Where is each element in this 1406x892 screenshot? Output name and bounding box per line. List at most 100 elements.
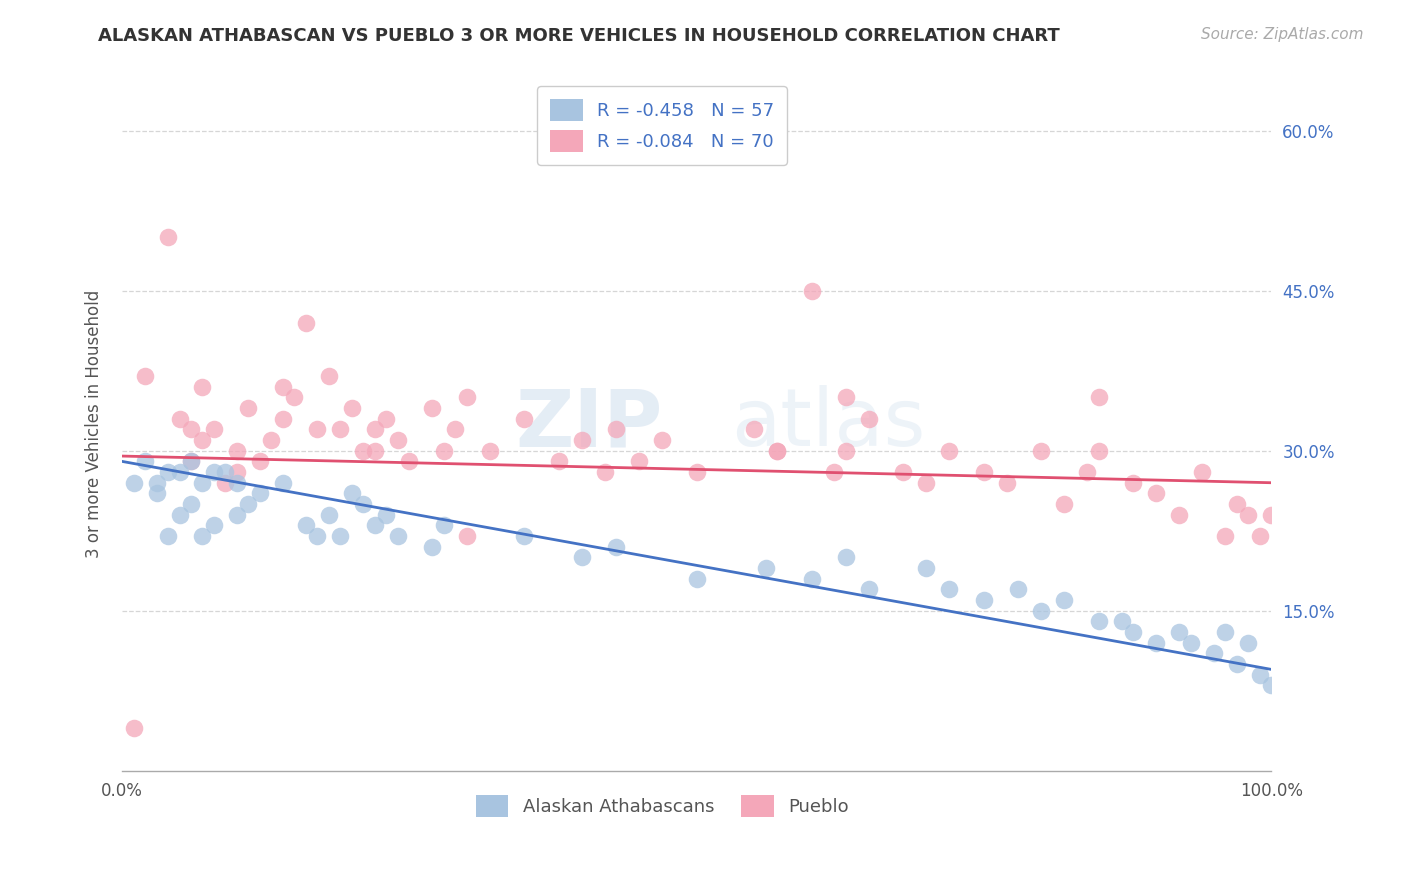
Point bbox=[180, 497, 202, 511]
Point bbox=[456, 391, 478, 405]
Point bbox=[824, 465, 846, 479]
Point bbox=[754, 561, 776, 575]
Point bbox=[352, 443, 374, 458]
Point bbox=[571, 433, 593, 447]
Point bbox=[169, 508, 191, 522]
Point bbox=[995, 475, 1018, 490]
Point bbox=[295, 518, 318, 533]
Point bbox=[1237, 508, 1260, 522]
Point bbox=[1213, 529, 1236, 543]
Point bbox=[134, 454, 156, 468]
Point bbox=[858, 582, 880, 597]
Point bbox=[605, 540, 627, 554]
Point bbox=[191, 380, 214, 394]
Point bbox=[249, 454, 271, 468]
Point bbox=[593, 465, 616, 479]
Point bbox=[1087, 443, 1109, 458]
Point bbox=[835, 550, 858, 565]
Point bbox=[742, 422, 765, 436]
Point bbox=[1087, 615, 1109, 629]
Text: atlas: atlas bbox=[731, 385, 925, 463]
Point bbox=[122, 721, 145, 735]
Point bbox=[915, 475, 938, 490]
Point bbox=[800, 284, 823, 298]
Point bbox=[1053, 497, 1076, 511]
Point bbox=[283, 391, 305, 405]
Point bbox=[202, 518, 225, 533]
Point bbox=[191, 529, 214, 543]
Point bbox=[513, 529, 536, 543]
Point bbox=[375, 411, 398, 425]
Point bbox=[329, 422, 352, 436]
Point bbox=[571, 550, 593, 565]
Point bbox=[145, 475, 167, 490]
Point bbox=[318, 369, 340, 384]
Point bbox=[1111, 615, 1133, 629]
Point bbox=[893, 465, 915, 479]
Text: ZIP: ZIP bbox=[515, 385, 662, 463]
Point bbox=[973, 593, 995, 607]
Point bbox=[1260, 678, 1282, 692]
Point bbox=[1226, 657, 1249, 671]
Point bbox=[352, 497, 374, 511]
Point bbox=[858, 411, 880, 425]
Point bbox=[214, 475, 236, 490]
Point bbox=[1087, 391, 1109, 405]
Point bbox=[202, 422, 225, 436]
Point bbox=[226, 443, 249, 458]
Point bbox=[307, 529, 329, 543]
Text: Source: ZipAtlas.com: Source: ZipAtlas.com bbox=[1201, 27, 1364, 42]
Point bbox=[1053, 593, 1076, 607]
Point bbox=[1191, 465, 1213, 479]
Point bbox=[387, 529, 409, 543]
Point bbox=[387, 433, 409, 447]
Point bbox=[329, 529, 352, 543]
Point bbox=[1180, 636, 1202, 650]
Point bbox=[271, 475, 294, 490]
Point bbox=[1144, 636, 1167, 650]
Point bbox=[226, 465, 249, 479]
Point bbox=[398, 454, 420, 468]
Point bbox=[318, 508, 340, 522]
Point bbox=[433, 518, 456, 533]
Point bbox=[1144, 486, 1167, 500]
Point bbox=[364, 443, 387, 458]
Point bbox=[134, 369, 156, 384]
Point bbox=[340, 401, 363, 415]
Point bbox=[800, 572, 823, 586]
Point bbox=[375, 508, 398, 522]
Point bbox=[938, 582, 960, 597]
Point bbox=[420, 401, 443, 415]
Point bbox=[1226, 497, 1249, 511]
Point bbox=[1031, 604, 1053, 618]
Point bbox=[180, 454, 202, 468]
Point bbox=[260, 433, 283, 447]
Point bbox=[420, 540, 443, 554]
Point bbox=[226, 475, 249, 490]
Point bbox=[1031, 443, 1053, 458]
Point bbox=[307, 422, 329, 436]
Point bbox=[156, 230, 179, 244]
Point bbox=[180, 422, 202, 436]
Point bbox=[605, 422, 627, 436]
Legend: Alaskan Athabascans, Pueblo: Alaskan Athabascans, Pueblo bbox=[468, 788, 856, 824]
Point bbox=[938, 443, 960, 458]
Text: ALASKAN ATHABASCAN VS PUEBLO 3 OR MORE VEHICLES IN HOUSEHOLD CORRELATION CHART: ALASKAN ATHABASCAN VS PUEBLO 3 OR MORE V… bbox=[98, 27, 1060, 45]
Point bbox=[547, 454, 569, 468]
Point bbox=[478, 443, 501, 458]
Point bbox=[1249, 667, 1271, 681]
Point bbox=[915, 561, 938, 575]
Point bbox=[145, 486, 167, 500]
Point bbox=[1237, 636, 1260, 650]
Point bbox=[1260, 508, 1282, 522]
Point bbox=[295, 316, 318, 330]
Point bbox=[1202, 646, 1225, 660]
Point bbox=[973, 465, 995, 479]
Point bbox=[214, 465, 236, 479]
Point bbox=[169, 465, 191, 479]
Point bbox=[364, 518, 387, 533]
Point bbox=[1122, 625, 1144, 640]
Point bbox=[766, 443, 789, 458]
Point bbox=[238, 497, 260, 511]
Point bbox=[685, 465, 707, 479]
